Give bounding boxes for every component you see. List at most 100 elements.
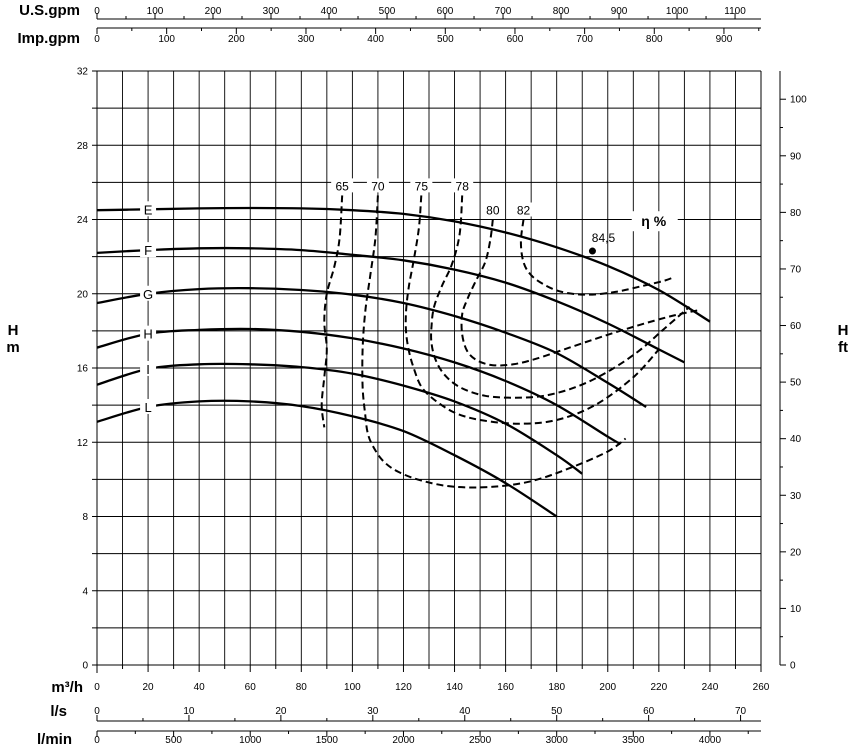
- plot-frame: [96, 70, 762, 673]
- right-axis: 0 10 20 30 40 50 60 70 80 90 100 Hft: [779, 71, 849, 672]
- right-tick-label: 0: [790, 661, 796, 672]
- ls-axis-tick-label: 40: [459, 706, 471, 717]
- left-axis-title-bottom: m: [6, 339, 19, 356]
- efficiency-curve-70: [361, 195, 627, 489]
- usgpm-axis-title: U.S.gpm: [19, 2, 80, 19]
- impgpm-axis-tick-label: 600: [507, 34, 524, 45]
- efficiency-label-82: 82: [517, 204, 531, 218]
- lmin-axis-tick-label: 4000: [699, 735, 722, 746]
- right-tick-label: 50: [790, 378, 802, 389]
- bottom-tick-label: 220: [651, 682, 668, 693]
- ls-axis-tick-label: 70: [735, 706, 747, 717]
- bottom-tick-label: 80: [296, 682, 308, 693]
- usgpm-axis-tick-label: 200: [205, 6, 222, 17]
- ls-axis-tick-label: 0: [94, 706, 100, 717]
- usgpm-axis-tick-label: 0: [94, 6, 100, 17]
- lmin-axis-tick-label: 2000: [392, 735, 415, 746]
- head-label-bg: [140, 285, 157, 301]
- head-label-bg: [140, 242, 157, 258]
- efficiency-curve-78: [430, 195, 691, 399]
- best-efficiency-label: 84,5: [592, 231, 616, 245]
- head-curves: E F G H I L: [96, 201, 711, 518]
- efficiency-label-bg: [451, 178, 474, 193]
- left-tick-label: 32: [77, 67, 89, 78]
- head-label-bg: [140, 201, 157, 217]
- efficiency-label-bg: [366, 178, 389, 193]
- impgpm-axis-tick-label: 300: [298, 34, 315, 45]
- efficiency-label-75: 75: [415, 179, 429, 193]
- left-tick-label: 24: [77, 215, 89, 226]
- head-label-bg: [140, 398, 157, 414]
- best-efficiency-point: [588, 247, 596, 255]
- lmin-axis-tick-label: 3500: [622, 735, 645, 746]
- right-axis-title-top: H: [838, 322, 849, 339]
- impgpm-axis-tick-label: 0: [94, 34, 100, 45]
- head-curve-label-H: H: [143, 327, 152, 342]
- bottom-tick-label: 40: [194, 682, 206, 693]
- bottom-tick-label: 240: [702, 682, 719, 693]
- head-curve-I: [96, 362, 583, 475]
- left-tick-label: 16: [77, 364, 89, 375]
- right-tick-label: 90: [790, 151, 802, 162]
- ls-axis-tick-label: 10: [183, 706, 195, 717]
- impgpm-axis-title: Imp.gpm: [18, 30, 81, 47]
- usgpm-axis-tick-label: 100: [147, 6, 164, 17]
- impgpm-axis-tick-label: 100: [158, 34, 175, 45]
- usgpm-axis-tick-label: 800: [553, 6, 570, 17]
- usgpm-axis-tick-label: 600: [437, 6, 454, 17]
- efficiency-label-80: 80: [486, 204, 500, 218]
- ls-axis-tick-label: 50: [551, 706, 563, 717]
- ls-axis-tick-label: 30: [367, 706, 379, 717]
- bottom-tick-label: 260: [753, 682, 770, 693]
- usgpm-axis-tick-label: 400: [321, 6, 338, 17]
- efficiency-label-bg: [512, 202, 535, 217]
- bottom-tick-label: 20: [143, 682, 155, 693]
- top-axes: 0 100 200 300 400 500 600 700 800 900 1000 1100U.S.…: [18, 2, 761, 47]
- efficiency-label-bg: [331, 178, 354, 193]
- efficiency-curves: 65 70 75 78 80 82: [320, 178, 698, 489]
- lmin-axis-tick-label: 0: [94, 735, 100, 746]
- ls-axis-tick-label: 60: [643, 706, 655, 717]
- right-tick-label: 60: [790, 321, 802, 332]
- usgpm-axis-tick-label: 1100: [724, 6, 746, 17]
- efficiency-label-70: 70: [371, 179, 385, 193]
- ls-axis-tick-label: 20: [275, 706, 287, 717]
- lmin-axis-title: l/min: [37, 731, 72, 748]
- bottom-axes: 0 20 40 60 80 100 120 140 160 180 200 220 240 260m³/h…: [37, 665, 770, 748]
- lmin-axis-tick-label: 500: [165, 735, 182, 746]
- efficiency-label-bg: [481, 202, 504, 217]
- usgpm-axis-tick-label: 1000: [666, 6, 689, 17]
- right-tick-label: 40: [790, 434, 802, 445]
- efficiency-label-78: 78: [456, 179, 470, 193]
- impgpm-axis-tick-label: 800: [646, 34, 663, 45]
- bottom-tick-label: 60: [245, 682, 257, 693]
- impgpm-axis-tick-label: 900: [716, 34, 733, 45]
- annotations: 84,5 η %: [588, 211, 678, 255]
- bottom-tick-label: 200: [599, 682, 616, 693]
- left-tick-label: 4: [82, 586, 88, 597]
- efficiency-label-65: 65: [335, 179, 349, 193]
- head-curve-H: [96, 327, 622, 446]
- head-curve-L: [96, 399, 558, 518]
- left-tick-label: 8: [82, 512, 88, 523]
- head-curve-label-F: F: [144, 243, 152, 258]
- impgpm-axis-tick-label: 400: [367, 34, 384, 45]
- efficiency-curve-65: [320, 195, 344, 428]
- left-tick-label: 12: [77, 438, 89, 449]
- left-axis-title-top: H: [8, 322, 19, 339]
- left-tick-label: 20: [77, 289, 89, 300]
- usgpm-axis-tick-label: 900: [611, 6, 628, 17]
- head-curve-label-I: I: [146, 362, 150, 377]
- head-curve-F: [96, 246, 685, 364]
- lmin-axis-tick-label: 1000: [239, 735, 262, 746]
- usgpm-axis-tick-label: 300: [263, 6, 280, 17]
- head-curve-G: [96, 286, 647, 408]
- right-tick-label: 30: [790, 491, 802, 502]
- lmin-axis-tick-label: 3000: [546, 735, 569, 746]
- head-label-bg: [140, 360, 157, 376]
- head-curve-label-L: L: [144, 400, 151, 415]
- impgpm-axis-tick-label: 200: [228, 34, 245, 45]
- left-tick-label: 28: [77, 141, 89, 152]
- head-label-bg: [140, 325, 157, 341]
